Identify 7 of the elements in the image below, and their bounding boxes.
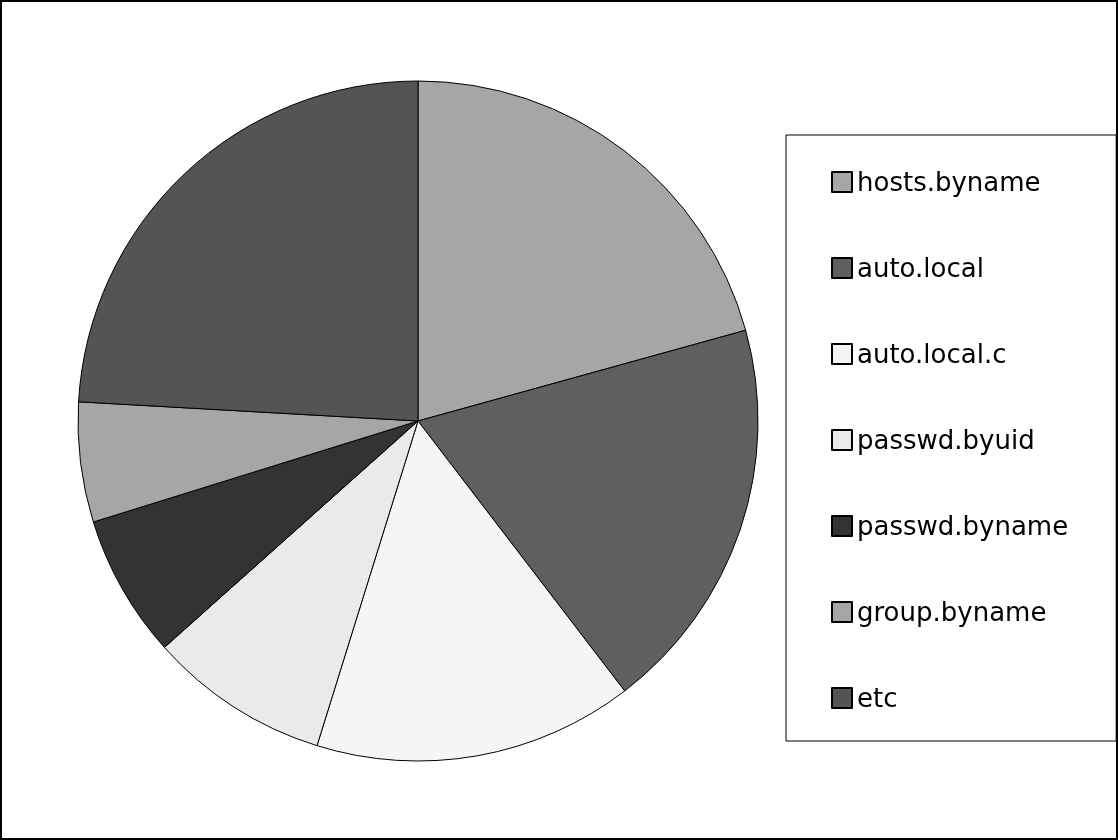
legend-label: auto.local xyxy=(857,253,984,283)
legend-label: hosts.byname xyxy=(857,167,1041,197)
legend-label: passwd.byuid xyxy=(857,425,1035,455)
legend-label: auto.local.c xyxy=(857,339,1007,369)
legend-label: passwd.byname xyxy=(857,511,1069,541)
legend-label: group.byname xyxy=(857,597,1047,627)
legend-label: etc xyxy=(857,683,898,713)
